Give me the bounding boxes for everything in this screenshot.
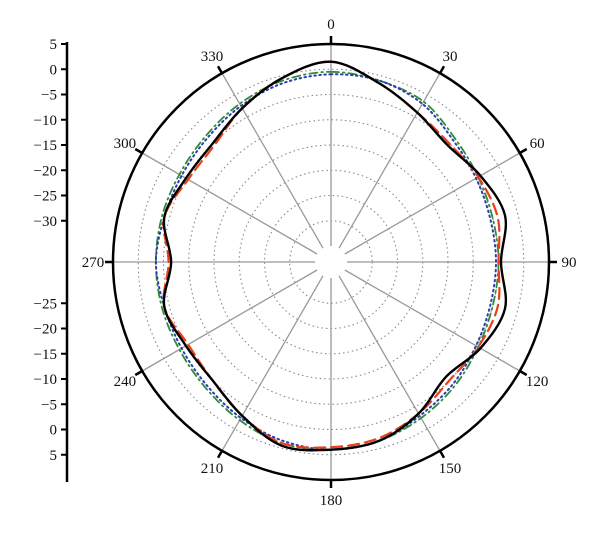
angle-tick-60 <box>519 147 528 155</box>
r-axis-label-6: −25 <box>34 189 57 205</box>
r-axis-label-0: 5 <box>50 37 58 53</box>
r-axis-label-2: −5 <box>41 88 57 104</box>
spoke-30 <box>338 72 441 249</box>
angle-label-210: 210 <box>201 461 224 477</box>
r-axis: 5 0 −5 −10 −15 −20 −25 −30 −25 −20 −15 −10 −5 0 5 <box>34 37 69 482</box>
angle-tick-120 <box>519 369 528 377</box>
angle-label-120: 120 <box>526 374 549 390</box>
spoke-210 <box>221 275 324 452</box>
series-layer <box>154 60 508 452</box>
angle-label-270: 270 <box>82 255 105 271</box>
angle-label-90: 90 <box>562 255 577 271</box>
angle-label-150: 150 <box>439 461 462 477</box>
angle-label-180: 180 <box>320 493 343 509</box>
spoke-330 <box>221 72 324 249</box>
r-axis-label-10: −15 <box>34 347 57 363</box>
spoke-300 <box>141 152 318 255</box>
angle-labels: 0 30 60 90 120 150 180 210 240 270 300 330 <box>82 17 577 509</box>
series-solid-line <box>162 60 508 452</box>
r-axis-label-12: −5 <box>41 397 57 413</box>
spoke-150 <box>338 275 441 452</box>
r-axis-label-11: −10 <box>34 372 57 388</box>
angle-tick-300 <box>134 147 143 155</box>
angle-tick-330 <box>216 65 224 74</box>
spoke-240 <box>141 269 318 372</box>
spoke-120 <box>344 269 521 372</box>
r-axis-label-7: −30 <box>34 214 57 230</box>
r-axis-label-9: −20 <box>34 322 57 338</box>
angle-label-30: 30 <box>443 49 458 65</box>
spoke-60 <box>344 152 521 255</box>
r-axis-label-3: −10 <box>34 113 57 129</box>
angle-label-300: 300 <box>114 136 137 152</box>
r-axis-label-14: 5 <box>50 448 58 464</box>
r-axis-label-1: 0 <box>50 62 58 78</box>
r-axis-label-5: −20 <box>34 163 57 179</box>
r-axis-label-8: −25 <box>34 296 57 312</box>
r-axis-label-4: −15 <box>34 138 57 154</box>
angle-label-330: 330 <box>201 49 224 65</box>
angle-label-240: 240 <box>114 374 137 390</box>
angle-label-60: 60 <box>530 136 545 152</box>
center-hole <box>317 248 345 276</box>
angle-tick-240 <box>134 369 143 377</box>
angle-tick-210 <box>216 450 224 459</box>
angle-tick-150 <box>438 450 446 459</box>
angle-label-0: 0 <box>327 17 335 33</box>
grid-spokes <box>113 44 549 480</box>
r-axis-label-13: 0 <box>50 423 58 439</box>
series-dashed-line <box>162 60 501 449</box>
angle-tick-30 <box>438 65 446 74</box>
